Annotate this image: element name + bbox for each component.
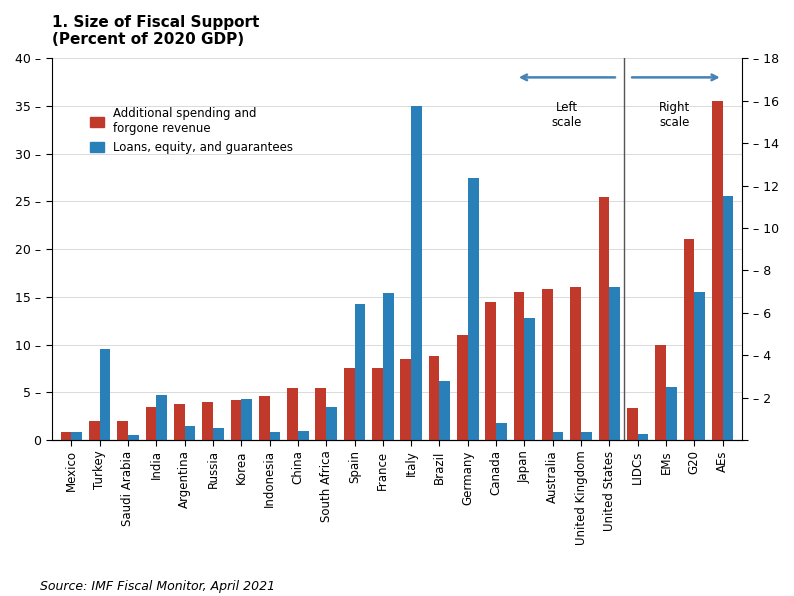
Bar bbox=[326, 406, 337, 440]
Bar bbox=[60, 433, 71, 440]
Bar bbox=[270, 433, 280, 440]
Bar bbox=[400, 359, 411, 440]
Bar bbox=[145, 406, 156, 440]
Bar bbox=[259, 396, 270, 440]
Bar bbox=[241, 399, 252, 440]
Bar bbox=[553, 433, 564, 440]
Bar bbox=[213, 428, 224, 440]
Bar bbox=[524, 318, 535, 440]
Bar bbox=[156, 395, 167, 440]
Bar bbox=[355, 303, 365, 440]
Bar bbox=[638, 434, 649, 440]
Text: 1. Size of Fiscal Support
(Percent of 2020 GDP): 1. Size of Fiscal Support (Percent of 20… bbox=[52, 15, 259, 48]
Bar bbox=[609, 287, 620, 440]
Bar bbox=[485, 302, 496, 440]
Bar bbox=[230, 400, 241, 440]
Bar bbox=[439, 381, 450, 440]
Bar bbox=[202, 402, 213, 440]
Bar bbox=[383, 293, 394, 440]
Bar bbox=[71, 433, 82, 440]
Bar bbox=[627, 408, 638, 440]
Text: Right
scale: Right scale bbox=[659, 101, 690, 129]
Bar bbox=[118, 421, 128, 440]
Bar bbox=[298, 432, 309, 440]
Bar bbox=[128, 435, 139, 440]
Bar bbox=[89, 421, 100, 440]
Bar bbox=[581, 433, 592, 440]
Bar bbox=[100, 349, 110, 440]
Bar bbox=[344, 368, 355, 440]
Bar bbox=[496, 423, 507, 440]
Bar bbox=[468, 178, 479, 440]
Text: Left
scale: Left scale bbox=[552, 101, 582, 129]
Bar bbox=[457, 335, 468, 440]
Bar bbox=[429, 356, 439, 440]
Bar bbox=[185, 426, 195, 440]
Bar bbox=[372, 368, 383, 440]
Text: Source: IMF Fiscal Monitor, April 2021: Source: IMF Fiscal Monitor, April 2021 bbox=[40, 580, 275, 593]
Bar bbox=[514, 292, 524, 440]
Bar bbox=[712, 101, 723, 440]
Bar bbox=[174, 404, 185, 440]
Bar bbox=[542, 289, 553, 440]
Bar bbox=[694, 291, 705, 440]
Bar bbox=[411, 106, 422, 440]
Bar bbox=[666, 387, 676, 440]
Bar bbox=[315, 387, 326, 440]
Bar bbox=[599, 197, 609, 440]
Bar bbox=[655, 344, 666, 440]
Bar bbox=[287, 387, 298, 440]
Bar bbox=[570, 287, 581, 440]
Bar bbox=[723, 196, 734, 440]
Legend: Additional spending and
forgone revenue, Loans, equity, and guarantees: Additional spending and forgone revenue,… bbox=[85, 103, 298, 159]
Bar bbox=[684, 238, 694, 440]
